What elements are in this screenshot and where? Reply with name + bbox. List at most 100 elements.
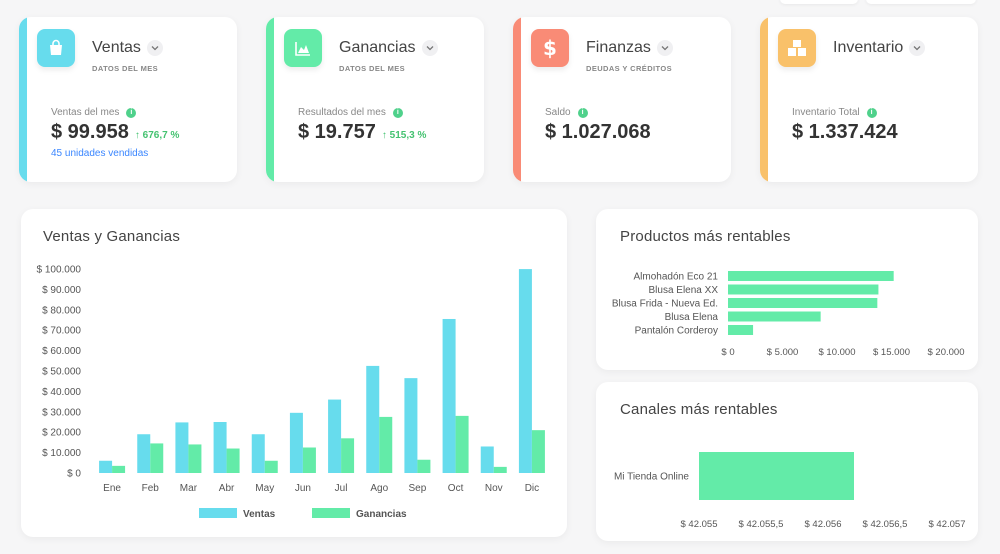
- kpi-stripe: [760, 17, 768, 182]
- y-tick-label: $ 100.000: [37, 265, 82, 276]
- bar-ventas-dic[interactable]: [518, 269, 532, 473]
- chevron-down-icon[interactable]: [421, 40, 438, 56]
- x-tick-label: Jun: [295, 483, 311, 494]
- x-tick-label: Abr: [219, 483, 235, 494]
- legend-swatch-ganancias: [312, 508, 350, 518]
- category-label: Mi Tienda Online: [614, 472, 689, 483]
- kpi-card-inventario: Inventario Inventario Total i $ 1.337.42…: [760, 17, 978, 182]
- bar-ganancias-ene[interactable]: [112, 465, 126, 473]
- x-tick-label: $ 42.057: [929, 519, 966, 530]
- category-label: Blusa Elena XX: [649, 285, 719, 296]
- panel-title: Ventas y Ganancias: [43, 228, 181, 245]
- kpi-label: Saldo: [545, 107, 571, 118]
- kpi-delta: ↑ 515,3 %: [381, 130, 427, 141]
- bar-ventas-oct[interactable]: [442, 318, 456, 473]
- info-icon[interactable]: i: [577, 107, 588, 118]
- chevron-down-icon[interactable]: [656, 40, 673, 56]
- x-tick-label: $ 42.056,5: [863, 519, 908, 530]
- panel-title: Productos más rentables: [620, 228, 791, 245]
- chevron-down-icon[interactable]: [146, 40, 163, 56]
- y-tick-label: $ 10.000: [42, 448, 81, 459]
- category-label: Almohadón Eco 21: [633, 272, 718, 283]
- channels-chart-panel: Canales más rentables Mi Tienda Online $ …: [596, 382, 978, 541]
- bar-ventas-may[interactable]: [251, 434, 265, 473]
- header-stub-left: [780, 0, 858, 4]
- shopping-bag-icon: [37, 29, 75, 67]
- bar-ventas-mar[interactable]: [175, 422, 189, 473]
- bar-blusa-elena[interactable]: [728, 311, 821, 322]
- x-tick-label: Mar: [180, 483, 198, 494]
- kpi-subtitle: DATOS DEL MES: [339, 64, 406, 73]
- bar-ganancias-oct[interactable]: [455, 415, 469, 473]
- kpi-card-ventas: Ventas DATOS DEL MES Ventas del mes i $ …: [19, 17, 237, 182]
- channels-chart: Mi Tienda Online $ 42.055 $ 42.055,5 $ 42.0…: [614, 452, 966, 530]
- bar-pantal-n-corderoy[interactable]: [728, 325, 754, 335]
- chevron-down-icon[interactable]: [909, 40, 926, 56]
- bar-ventas-jun[interactable]: [289, 412, 303, 473]
- bar-ganancias-abr[interactable]: [226, 448, 240, 473]
- info-icon[interactable]: i: [126, 107, 137, 118]
- bar-mi-tienda-online[interactable]: [699, 452, 854, 500]
- kpi-delta: ↑ 676,7 %: [134, 130, 180, 141]
- x-tick-label: $ 42.055: [681, 519, 718, 530]
- y-tick-label: $ 0: [67, 469, 81, 480]
- bar-blusa-elena-xx[interactable]: [728, 284, 879, 295]
- kpi-value: $ 19.757: [298, 121, 376, 143]
- kpi-value: $ 1.337.424: [792, 121, 898, 143]
- x-tick-label: $ 42.055,5: [739, 519, 784, 530]
- bar-almohad-n-eco-21[interactable]: [728, 271, 894, 281]
- y-tick-label: $ 30.000: [42, 407, 81, 418]
- bar-ventas-ago[interactable]: [366, 365, 380, 473]
- bar-ventas-nov[interactable]: [480, 446, 494, 473]
- products-chart-panel: Productos más rentables Almohadón Eco 21…: [596, 209, 978, 370]
- info-icon[interactable]: i: [392, 107, 403, 118]
- sales-profits-chart: $ 0 $ 10.000 $ 20.000 $ 30.000 $ 40.000 $ 50.…: [37, 265, 545, 520]
- kpi-stripe: [513, 17, 521, 182]
- bar-ventas-abr[interactable]: [213, 422, 227, 473]
- area-chart-icon: [284, 29, 322, 67]
- x-tick-label: $ 42.056: [805, 519, 842, 530]
- bar-ganancias-jun[interactable]: [302, 447, 316, 474]
- bar-ganancias-nov[interactable]: [493, 466, 507, 473]
- category-label: Blusa Frida - Nueva Ed.: [612, 299, 718, 310]
- x-tick-label: Nov: [485, 483, 503, 494]
- x-tick-label: Ago: [370, 483, 388, 494]
- legend-label[interactable]: Ganancias: [356, 509, 407, 520]
- info-icon[interactable]: i: [866, 107, 877, 118]
- kpi-label: Resultados del mes: [298, 107, 386, 118]
- bar-blusa-frida-nueva-ed-[interactable]: [728, 298, 878, 308]
- y-tick-label: $ 70.000: [42, 326, 81, 337]
- x-tick-label: May: [255, 483, 274, 494]
- kpi-title: Finanzas: [586, 39, 651, 56]
- bar-ganancias-may[interactable]: [264, 460, 278, 473]
- x-tick-label: Oct: [448, 483, 464, 494]
- header-stub-right: [866, 0, 976, 4]
- x-tick-label: $ 0: [721, 347, 734, 358]
- boxes-icon: [778, 29, 816, 67]
- bar-ventas-feb[interactable]: [137, 434, 151, 473]
- category-label: Blusa Elena: [665, 312, 719, 323]
- kpi-subtitle: DEUDAS Y CRÉDITOS: [586, 64, 672, 73]
- bar-ganancias-ago[interactable]: [379, 416, 393, 473]
- bar-ganancias-jul[interactable]: [341, 438, 355, 473]
- units-sold-link[interactable]: 45 unidades vendidas: [51, 148, 149, 159]
- kpi-subtitle: DATOS DEL MES: [92, 64, 159, 73]
- bar-ganancias-mar[interactable]: [188, 444, 202, 473]
- x-tick-label: Jul: [335, 483, 348, 494]
- x-tick-label: $ 15.000: [873, 347, 910, 358]
- bar-ganancias-feb[interactable]: [150, 443, 164, 473]
- x-tick-label: $ 5.000: [767, 347, 799, 358]
- kpi-label: Ventas del mes: [51, 107, 120, 118]
- bar-ventas-ene[interactable]: [99, 460, 113, 473]
- bar-ventas-sep[interactable]: [404, 378, 418, 473]
- bar-ventas-jul[interactable]: [328, 399, 342, 473]
- y-tick-label: $ 20.000: [42, 428, 81, 439]
- y-tick-label: $ 50.000: [42, 367, 81, 378]
- bar-ganancias-dic[interactable]: [531, 430, 545, 473]
- kpi-value: $ 1.027.068: [545, 121, 651, 143]
- kpi-value: $ 99.958: [51, 121, 129, 143]
- legend-label[interactable]: Ventas: [243, 509, 276, 520]
- y-tick-label: $ 40.000: [42, 387, 81, 398]
- kpi-label: Inventario Total: [792, 107, 860, 118]
- bar-ganancias-sep[interactable]: [417, 459, 431, 473]
